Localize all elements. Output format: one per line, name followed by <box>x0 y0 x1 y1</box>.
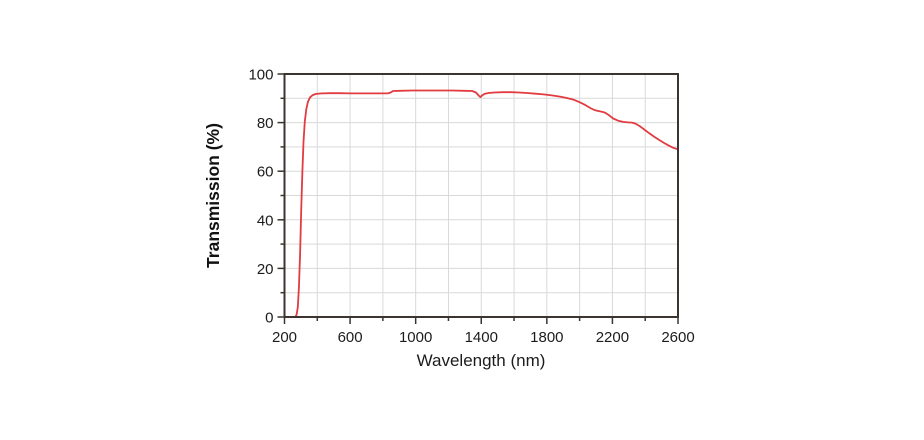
y-tick-label: 20 <box>257 261 274 278</box>
x-tick-label: 1400 <box>465 329 498 346</box>
x-tick-label: 200 <box>272 329 297 346</box>
x-tick-label: 600 <box>338 329 363 346</box>
x-axis-label: Wavelength (nm) <box>417 351 546 370</box>
y-tick-label: 40 <box>257 212 274 229</box>
x-tick-label: 1800 <box>530 329 563 346</box>
y-axis-label: Transmission (%) <box>203 123 223 268</box>
y-tick-label: 0 <box>265 310 273 327</box>
y-tick-label: 80 <box>257 115 274 132</box>
series-layer <box>283 89 679 318</box>
x-tick-label: 2200 <box>596 329 629 346</box>
x-tick-label: 1000 <box>399 329 432 346</box>
x-tick-label: 2600 <box>661 329 694 346</box>
y-tick-label: 60 <box>257 164 274 181</box>
tick-labels: 200 600 1000 1400 1800 2200 2600 0 20 40 60 80 100 <box>248 67 694 347</box>
y-tick-label: 100 <box>248 67 273 84</box>
transmission-curve <box>283 89 679 318</box>
grid-lines <box>284 74 678 317</box>
axis-ticks <box>277 73 679 324</box>
